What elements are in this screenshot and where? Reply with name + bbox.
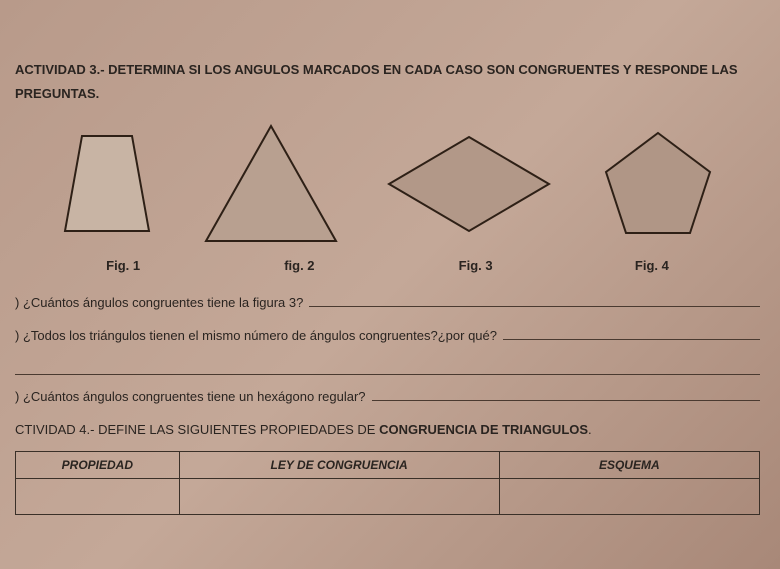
activity4-prefix: CTIVIDAD 4.- DEFINE LAS SIGUIENTES PROPI…: [15, 422, 379, 437]
activity3-heading-line1: ACTIVIDAD 3.- DETERMINA SI LOS ANGULOS M…: [15, 60, 760, 80]
fig2-label: fig. 2: [211, 258, 387, 273]
fig3-label: Fig. 3: [388, 258, 564, 273]
header-propiedad: PROPIEDAD: [16, 452, 180, 479]
fig1-label: Fig. 1: [35, 258, 211, 273]
question-2-text: ) ¿Todos los triángulos tienen el mismo …: [15, 328, 497, 343]
question-1-text: ) ¿Cuántos ángulos congruentes tiene la …: [15, 295, 303, 310]
figure-pentagon: [598, 128, 718, 240]
figure-labels-row: Fig. 1 fig. 2 Fig. 3 Fig. 4: [15, 258, 760, 273]
answer-line-2a: [503, 339, 760, 340]
congruence-table: PROPIEDAD LEY DE CONGRUENCIA ESQUEMA: [15, 451, 760, 515]
figure-trapezoid: [57, 126, 157, 241]
header-ley: LEY DE CONGRUENCIA: [179, 452, 499, 479]
cell-esquema: [499, 479, 759, 515]
figure-triangle: [201, 121, 341, 246]
fig4-label: Fig. 4: [564, 258, 740, 273]
answer-line-1: [309, 306, 760, 307]
trapezoid-shape: [57, 126, 157, 241]
figure-rhombus: [384, 129, 554, 239]
table-row: [16, 479, 760, 515]
question-1: ) ¿Cuántos ángulos congruentes tiene la …: [15, 295, 760, 310]
pentagon-shape: [598, 128, 718, 240]
triangle-shape: [201, 121, 341, 246]
answer-line-3: [372, 400, 760, 401]
question-3-text: ) ¿Cuántos ángulos congruentes tiene un …: [15, 389, 366, 404]
question-3: ) ¿Cuántos ángulos congruentes tiene un …: [15, 389, 760, 404]
activity4-heading: CTIVIDAD 4.- DEFINE LAS SIGUIENTES PROPI…: [15, 422, 760, 437]
figures-row: [15, 121, 760, 246]
cell-ley: [179, 479, 499, 515]
question-2: ) ¿Todos los triángulos tienen el mismo …: [15, 328, 760, 343]
activity3-heading-line2: PREGUNTAS.: [15, 84, 760, 104]
table-header-row: PROPIEDAD LEY DE CONGRUENCIA ESQUEMA: [16, 452, 760, 479]
cell-propiedad: [16, 479, 180, 515]
activity4-suffix: .: [588, 422, 592, 437]
header-esquema: ESQUEMA: [499, 452, 759, 479]
rhombus-shape: [384, 129, 554, 239]
activity4-bold: CONGRUENCIA DE TRIANGULOS: [379, 422, 588, 437]
answer-line-2b: [15, 361, 760, 375]
